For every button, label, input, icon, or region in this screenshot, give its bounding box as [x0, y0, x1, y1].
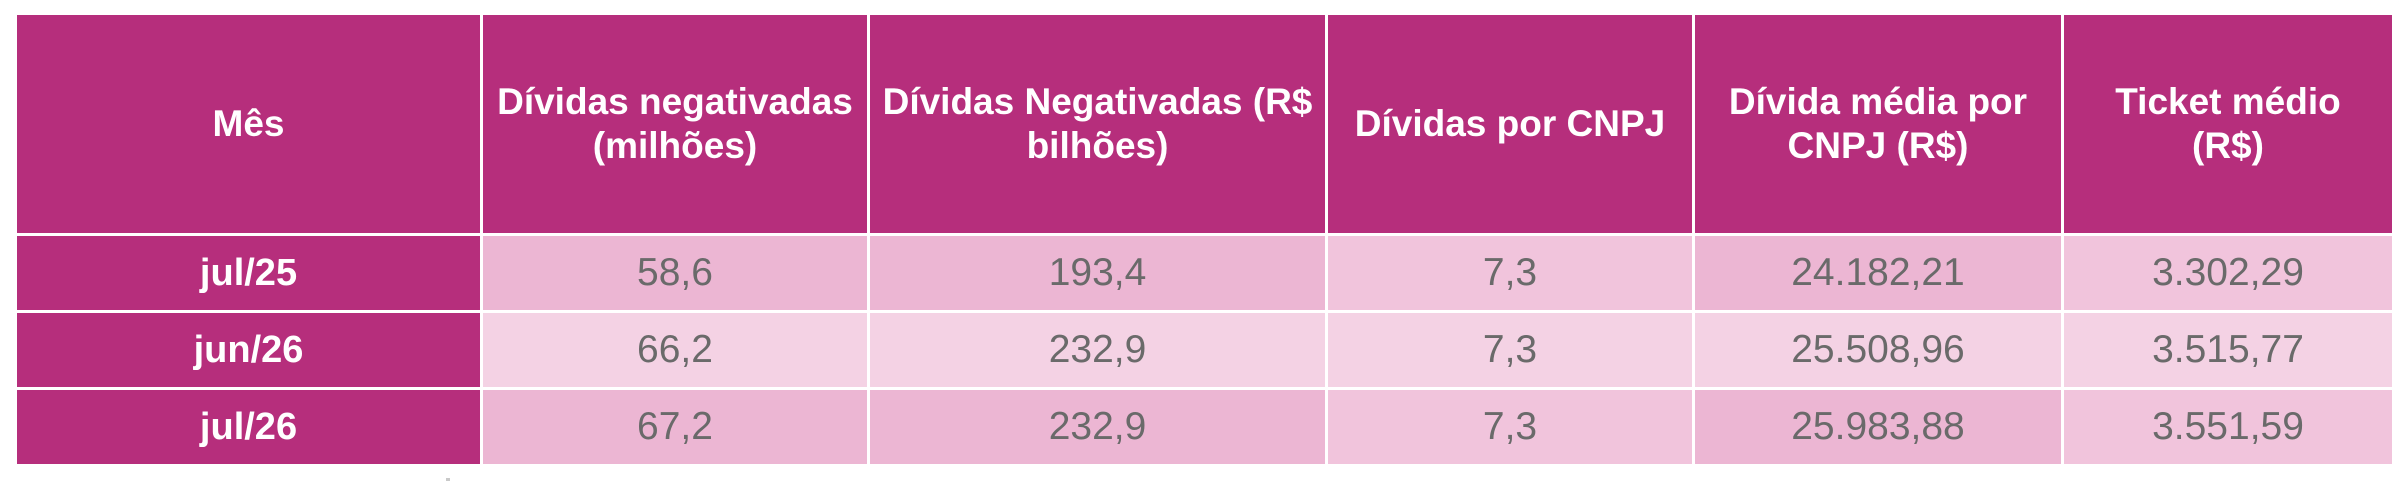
cell-average-debt: 24.182,21	[1692, 233, 2064, 313]
cell-debts-value: 193,4	[867, 233, 1328, 313]
cell-debts-count: 58,6	[480, 233, 870, 313]
cell-debts-value: 232,9	[867, 310, 1328, 390]
cell-debts-count: 67,2	[480, 387, 870, 467]
header-average-debt: Dívida média por CNPJ (R$)	[1692, 12, 2064, 236]
debt-table-container: Mês Dívidas negativadas (milhões) Dívida…	[14, 12, 2395, 467]
debt-table: Mês Dívidas negativadas (milhões) Dívida…	[14, 12, 2395, 467]
cell-average-debt: 25.508,96	[1692, 310, 2064, 390]
stray-mark	[446, 478, 450, 481]
cell-average-ticket: 3.302,29	[2061, 233, 2395, 313]
table-row: jul/26 67,2 232,9 7,3 25.983,88 3.551,59	[14, 387, 2395, 467]
table-row: jun/26 66,2 232,9 7,3 25.508,96 3.515,77	[14, 310, 2395, 390]
cell-average-ticket: 3.515,77	[2061, 310, 2395, 390]
cell-debts-count: 66,2	[480, 310, 870, 390]
cell-average-ticket: 3.551,59	[2061, 387, 2395, 467]
cell-debts-per-cnpj: 7,3	[1325, 387, 1695, 467]
header-debts-value: Dívidas Negativadas (R$ bilhões)	[867, 12, 1328, 236]
row-month: jul/26	[14, 387, 483, 467]
cell-debts-per-cnpj: 7,3	[1325, 233, 1695, 313]
cell-average-debt: 25.983,88	[1692, 387, 2064, 467]
row-month: jun/26	[14, 310, 483, 390]
table-row: jul/25 58,6 193,4 7,3 24.182,21 3.302,29	[14, 233, 2395, 313]
header-average-ticket: Ticket médio (R$)	[2061, 12, 2395, 236]
header-row: Mês Dívidas negativadas (milhões) Dívida…	[14, 12, 2395, 236]
cell-debts-per-cnpj: 7,3	[1325, 310, 1695, 390]
header-debts-count: Dívidas negativadas (milhões)	[480, 12, 870, 236]
header-debts-per-cnpj: Dívidas por CNPJ	[1325, 12, 1695, 236]
row-month: jul/25	[14, 233, 483, 313]
cell-debts-value: 232,9	[867, 387, 1328, 467]
header-month: Mês	[14, 12, 483, 236]
